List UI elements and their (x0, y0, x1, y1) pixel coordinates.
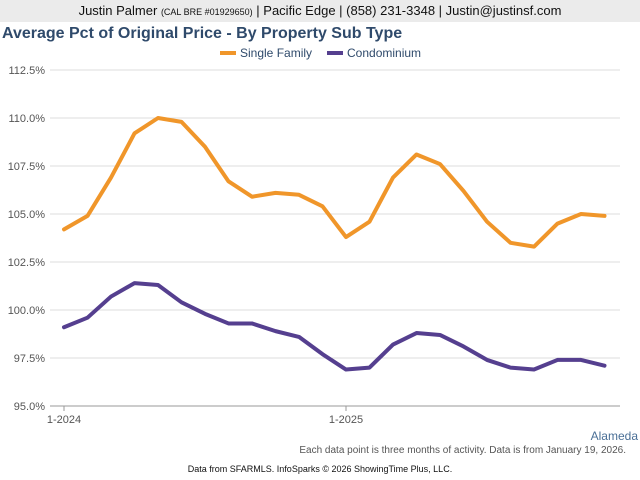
series-line-condominium (62, 281, 607, 372)
legend-label: Condominium (347, 46, 421, 60)
footnote: Each data point is three months of activ… (299, 445, 626, 456)
y-tick-label: 95.0% (14, 401, 45, 413)
chart-title: Average Pct of Original Price - By Prope… (2, 25, 403, 42)
y-tick-label: 102.5% (8, 257, 46, 269)
y-tick-label: 110.0% (9, 113, 46, 125)
legend-swatch (327, 51, 343, 55)
y-tick-label: 97.5% (14, 353, 45, 365)
agent-name: Justin Palmer (78, 3, 158, 18)
y-tick-label: 105.0% (8, 209, 46, 221)
license: (CAL BRE #01929650) (160, 7, 253, 17)
region-label: Alameda (590, 429, 638, 443)
agent-header: Justin Palmer (CAL BRE #01929650) | Paci… (0, 0, 640, 22)
y-tick-label: 100.0% (8, 305, 46, 317)
source-note: Data from SFARMLS. InfoSparks © 2026 Sho… (187, 464, 453, 474)
series-line-single-family (62, 116, 607, 249)
y-tick-label: 112.5% (9, 65, 46, 77)
legend-swatch (220, 51, 236, 55)
x-tick-label: 1-2024 (47, 414, 81, 426)
contact-info: | Pacific Edge | (858) 231-3348 | Justin… (256, 3, 562, 18)
y-tick-label: 107.5% (8, 161, 46, 173)
x-tick-label: 1-2025 (329, 414, 363, 426)
legend-label: Single Family (240, 46, 312, 60)
